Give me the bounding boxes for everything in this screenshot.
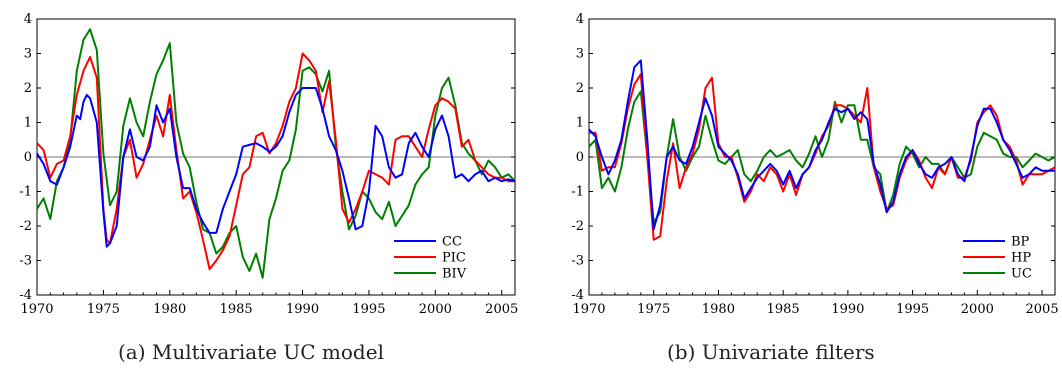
- x-tick-label: 1970: [572, 302, 605, 317]
- y-tick-label: -3: [571, 254, 584, 269]
- series-line-biv: [36, 28, 516, 279]
- y-tick-label: 2: [576, 81, 584, 96]
- series-line-cc: [36, 87, 516, 248]
- y-tick-label: 3: [576, 47, 584, 62]
- x-tick-label: 1975: [87, 302, 120, 317]
- series-line-bp: [588, 59, 1055, 231]
- x-tick-label: 2005: [485, 302, 518, 317]
- y-tick-label: 3: [24, 47, 32, 62]
- y-tick-label: 0: [24, 150, 32, 165]
- caption-a: (a) Multivariate UC model: [118, 340, 384, 364]
- y-tick-label: 4: [576, 12, 584, 27]
- y-tick-label: -1: [571, 185, 584, 200]
- legend-label-uc: UC: [1011, 267, 1032, 282]
- y-tick-label: 4: [24, 12, 32, 27]
- x-tick-label: 1985: [220, 302, 253, 317]
- y-tick-label: 2: [24, 81, 32, 96]
- legend-label-hp: HP: [1011, 251, 1031, 266]
- series-line-hp: [589, 73, 1056, 241]
- legend-label-cc: CC: [442, 235, 462, 250]
- y-tick-label: -4: [19, 288, 32, 303]
- x-tick-label: 1990: [286, 302, 319, 317]
- y-tick-label: 1: [576, 116, 584, 131]
- legend-label-bp: BP: [1011, 235, 1030, 250]
- x-tick-label: 2005: [1026, 302, 1059, 317]
- x-tick-label: 1985: [767, 302, 800, 317]
- x-tick-label: 1970: [20, 302, 53, 317]
- x-tick-label: 1980: [702, 302, 735, 317]
- x-tick-label: 1990: [831, 302, 864, 317]
- legend-label-pic: PIC: [442, 251, 466, 266]
- x-tick-label: 1975: [637, 302, 670, 317]
- x-tick-label: 1980: [153, 302, 186, 317]
- y-tick-label: -1: [19, 185, 32, 200]
- y-tick-label: -3: [19, 254, 32, 269]
- y-tick-label: -2: [19, 219, 32, 234]
- x-tick-label: 1995: [896, 302, 929, 317]
- caption-b: (b) Univariate filters: [667, 340, 875, 364]
- x-tick-label: 2000: [419, 302, 452, 317]
- y-tick-label: 1: [24, 116, 32, 131]
- x-tick-label: 1995: [352, 302, 385, 317]
- legend-label-biv: BIV: [442, 267, 467, 282]
- x-tick-label: 2000: [961, 302, 994, 317]
- y-tick-label: -2: [571, 219, 584, 234]
- y-tick-label: -4: [571, 288, 584, 303]
- y-tick-label: 0: [576, 150, 584, 165]
